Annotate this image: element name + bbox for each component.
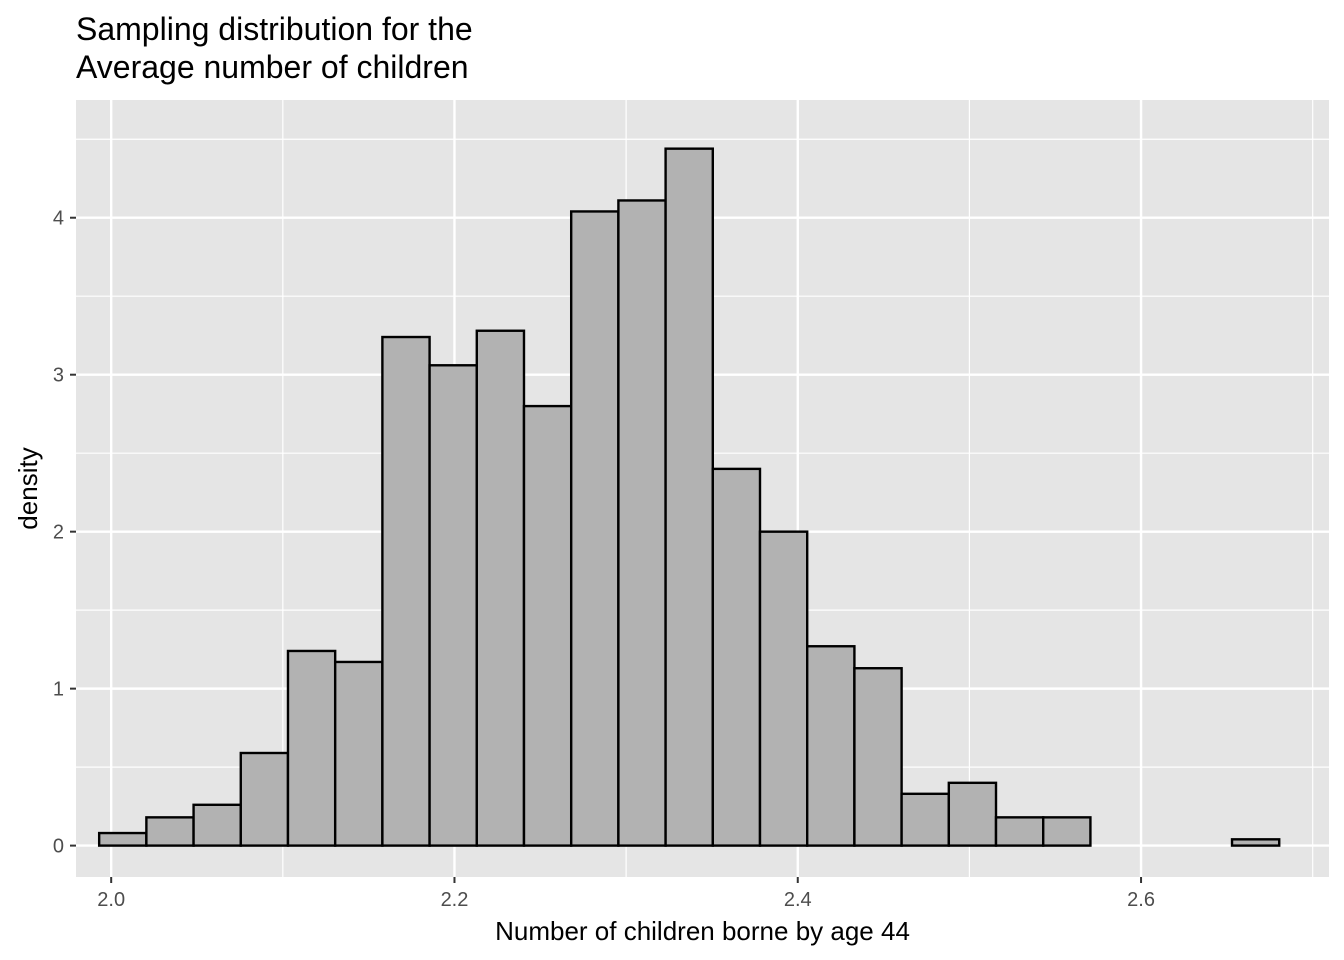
histogram-bar bbox=[947, 781, 998, 847]
histogram-bar bbox=[428, 364, 478, 847]
y-axis: 0 1 2 3 4 bbox=[53, 208, 76, 858]
x-tick-label: 2.0 bbox=[97, 889, 125, 911]
histogram-bar bbox=[239, 751, 290, 847]
x-tick-label: 2.4 bbox=[784, 889, 812, 911]
chart-title: Sampling distribution for the Average nu… bbox=[76, 10, 473, 86]
x-tick-label: 2.2 bbox=[441, 889, 469, 911]
x-axis-title: Number of children borne by age 44 bbox=[495, 916, 910, 946]
histogram-bars bbox=[97, 147, 1281, 847]
histogram-bar bbox=[286, 649, 337, 847]
histogram-bar bbox=[664, 147, 714, 847]
histogram-bar bbox=[522, 404, 573, 847]
histogram-bar bbox=[333, 660, 384, 847]
histogram-bar bbox=[1230, 838, 1281, 847]
histogram-bar bbox=[994, 816, 1045, 847]
y-tick-label: 4 bbox=[53, 208, 64, 230]
chart-title-line-2: Average number of children bbox=[76, 49, 469, 85]
histogram-bar bbox=[192, 803, 242, 847]
y-tick-label: 0 bbox=[53, 836, 64, 858]
x-tick-label: 2.6 bbox=[1127, 889, 1155, 911]
histogram-bar bbox=[806, 645, 856, 847]
histogram-bar bbox=[617, 199, 667, 847]
histogram-bar bbox=[1042, 816, 1092, 847]
histogram-bar bbox=[381, 335, 431, 847]
y-tick-label: 2 bbox=[53, 522, 64, 544]
histogram-bar bbox=[145, 816, 195, 847]
histogram-bar bbox=[475, 329, 526, 847]
y-tick-label: 3 bbox=[53, 365, 64, 387]
chart-title-line-1: Sampling distribution for the bbox=[76, 11, 473, 47]
x-axis: 2.0 2.2 2.4 2.6 bbox=[97, 877, 1155, 911]
histogram-bar bbox=[900, 792, 951, 847]
y-tick-label: 1 bbox=[53, 679, 64, 701]
histogram-bar bbox=[711, 467, 762, 847]
histogram-bar bbox=[853, 667, 903, 847]
y-axis-title: density bbox=[13, 447, 43, 529]
histogram-bar bbox=[97, 831, 148, 847]
histogram-bar bbox=[569, 210, 620, 847]
histogram-bar bbox=[758, 530, 809, 847]
